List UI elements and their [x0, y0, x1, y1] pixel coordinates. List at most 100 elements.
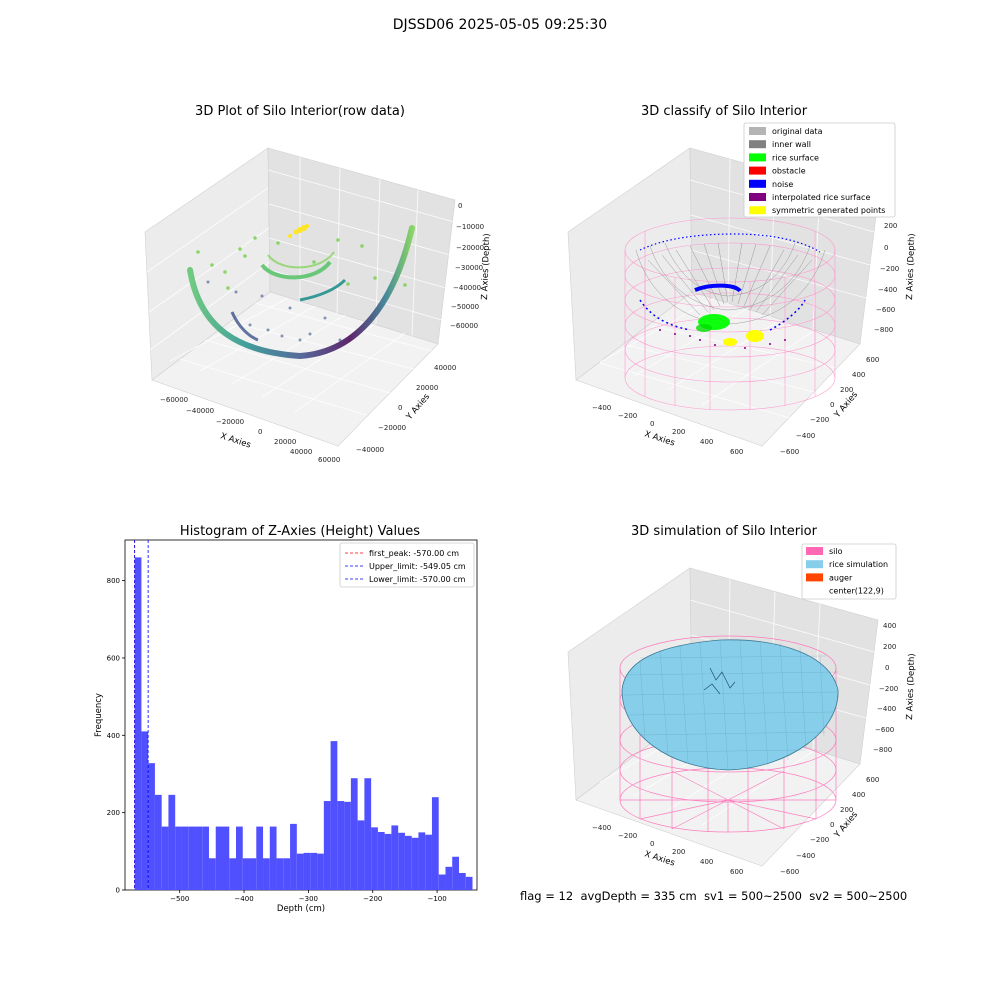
- classify-zlabel: Z Axies (Depth): [905, 233, 917, 300]
- classify-ytick-6: 600: [866, 356, 879, 364]
- sim-xtick-2: 0: [650, 840, 654, 848]
- hist-bar: [188, 826, 196, 890]
- hist-xticks: −500 −400 −300 −200 −100: [170, 890, 447, 903]
- classify-ytick-2: −200: [810, 416, 829, 424]
- hist-bar: [134, 557, 142, 890]
- hist-yticks: 0 200 400 600 800: [107, 577, 125, 895]
- hist-legend-label: Lower_limit: -570.00 cm: [369, 575, 466, 584]
- panel-hist-axes: −500 −400 −300 −200 −100 0 200 400 600 800 Depth…: [94, 539, 478, 914]
- classify-legend-label: original data: [772, 127, 823, 136]
- hist-bar: [431, 797, 439, 890]
- hist-ytick-label: 400: [107, 732, 120, 740]
- hist-bar: [296, 853, 304, 890]
- raw-zlabel: Z Axies (Depth): [480, 233, 492, 300]
- panel-hist-title: Histogram of Z-Axies (Height) Values: [179, 524, 421, 539]
- classify-legend-label: symmetric generated points: [772, 206, 885, 215]
- hist-bar: [445, 866, 453, 890]
- classify-legend-swatch: [749, 153, 766, 162]
- sim-legend-label: center(122,9): [829, 587, 884, 596]
- hist-bar: [384, 833, 392, 890]
- hist-legend-label: first_peak: -570.00 cm: [369, 549, 459, 558]
- classify-ytick-4: 200: [840, 386, 853, 394]
- classify-ztick-5: −800: [874, 326, 893, 334]
- hist-xtick-label: −200: [363, 895, 382, 903]
- hist-xtick-label: −500: [170, 895, 189, 903]
- hist-bar: [202, 826, 209, 890]
- classify-legend-swatch: [749, 206, 766, 215]
- raw-ztick-4: −40000: [453, 284, 481, 292]
- raw-xtick-2: −20000: [216, 418, 244, 426]
- hist-bar: [161, 826, 169, 890]
- footer-sv1: sv1 = 500~2500: [704, 889, 802, 903]
- sim-ztick-4: −400: [877, 705, 896, 713]
- sim-zlabel: Z Axies (Depth): [905, 653, 917, 720]
- hist-bar: [195, 826, 203, 890]
- hist-legend-label: Upper_limit: -549.05 cm: [369, 562, 466, 571]
- classify-xtick-0: −400: [592, 404, 611, 412]
- hist-bar: [364, 778, 372, 890]
- sim-ztick-0: 400: [883, 622, 896, 630]
- sim-legend-swatch: [806, 586, 823, 595]
- panel-sim-ticks: −400 −200 0 200 400 600 −600 −400 −200 0…: [592, 622, 898, 876]
- sim-legend-swatch: [806, 573, 823, 582]
- sim-ytick-5: 400: [852, 791, 865, 799]
- sim-xtick-4: 400: [700, 858, 713, 866]
- panel-raw-ticks: −60000 −40000 −20000 0 20000 40000 60000…: [160, 202, 484, 464]
- sim-ztick-2: 0: [885, 664, 889, 672]
- hist-bars: [134, 557, 473, 890]
- hist-bar: [452, 856, 459, 890]
- hist-bar: [249, 858, 257, 890]
- sim-ytick-1: −400: [796, 852, 815, 860]
- sim-legend: silo rice simulation auger center(122,9): [801, 543, 897, 600]
- classify-ytick-1: −400: [796, 432, 815, 440]
- classify-xtick-3: 200: [672, 428, 685, 436]
- hist-bar: [168, 794, 176, 890]
- panel-sim-title: 3D simulation of Silo Interior: [631, 524, 817, 539]
- sim-ytick-2: −200: [810, 836, 829, 844]
- classify-legend-label: noise: [772, 180, 793, 189]
- sim-ytick-6: 600: [866, 776, 879, 784]
- hist-bar: [242, 858, 250, 890]
- panel-sim-axes: [567, 567, 879, 867]
- classify-ztick-3: −400: [878, 286, 897, 294]
- classify-legend-swatch: [749, 166, 766, 175]
- hist-bar: [391, 825, 399, 890]
- hist-bar: [465, 876, 473, 890]
- classify-ylabel: Y Axies: [832, 390, 860, 421]
- classify-ztick-1: 0: [884, 244, 888, 252]
- hist-bar: [263, 858, 270, 890]
- raw-ztick-6: −60000: [450, 322, 478, 330]
- classify-ztick-2: −200: [880, 265, 899, 273]
- raw-ytick-2: 0: [398, 404, 402, 412]
- raw-ztick-0: 0: [458, 202, 462, 210]
- hist-ytick-label: 0: [116, 887, 120, 895]
- raw-ytick-1: −20000: [378, 424, 406, 432]
- classify-ytick-3: 0: [830, 401, 834, 409]
- hist-bar: [371, 827, 378, 890]
- raw-xtick-5: 40000: [290, 448, 312, 456]
- hist-bar: [323, 801, 331, 890]
- sim-ylabel: Y Axies: [832, 810, 860, 841]
- hist-bar: [229, 858, 237, 890]
- hist-bar: [222, 826, 230, 890]
- raw-ztick-3: −30000: [455, 264, 483, 272]
- hist-bar: [418, 832, 426, 890]
- raw-xtick-6: 60000: [318, 456, 340, 464]
- classify-legend-swatch: [749, 140, 766, 149]
- sim-ztick-6: −800: [873, 746, 892, 754]
- hist-bar: [141, 731, 149, 890]
- hist-bar: [154, 794, 162, 890]
- hist-bar: [344, 801, 351, 890]
- classify-xtick-4: 400: [700, 438, 713, 446]
- hist-bar: [310, 852, 318, 890]
- sim-legend-label: silo: [829, 547, 843, 556]
- classify-legend-swatch: [749, 127, 766, 135]
- hist-bar: [425, 834, 432, 890]
- raw-xtick-1: −40000: [186, 407, 214, 415]
- raw-ytick-3: 20000: [416, 384, 438, 392]
- hist-ytick-label: 600: [107, 654, 120, 662]
- classify-legend-swatch: [749, 193, 766, 201]
- sim-legend-label: rice simulation: [829, 560, 888, 569]
- hist-bar: [337, 801, 345, 890]
- raw-ztick-5: −50000: [451, 303, 479, 311]
